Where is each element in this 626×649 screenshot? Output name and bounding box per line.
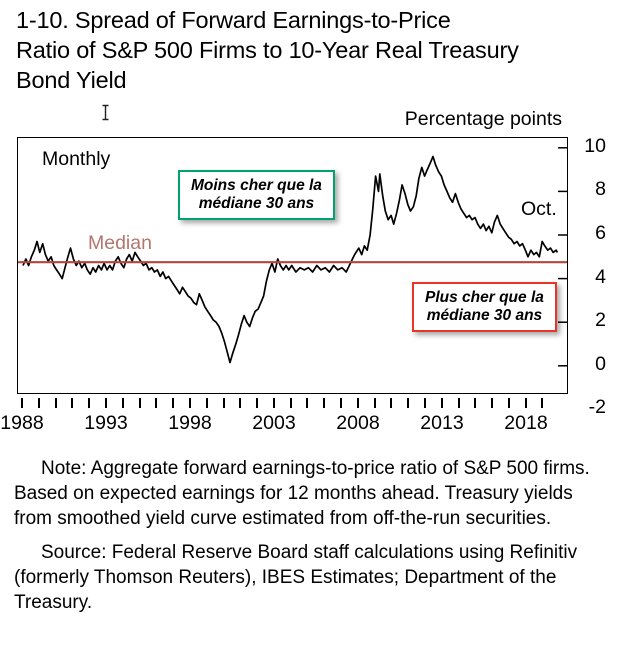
x-axis-tick xyxy=(508,398,510,408)
x-axis-label: 2003 xyxy=(252,412,296,434)
chart-title: 1-10. Spread of Forward Earnings-to-Pric… xyxy=(16,5,620,95)
x-axis-tick xyxy=(88,398,90,408)
x-axis-tick xyxy=(206,398,208,408)
x-axis-tick xyxy=(256,398,258,408)
chart-title-line-2: Ratio of S&P 500 Firms to 10-Year Real T… xyxy=(16,37,519,63)
x-axis-label: 1993 xyxy=(84,412,128,434)
annotation-richer-than-median: Plus cher que la médiane 30 ans xyxy=(412,282,557,332)
note-text: Note: Aggregate forward earnings-to-pric… xyxy=(14,458,590,529)
spread-series-line xyxy=(22,155,559,364)
x-axis-tick xyxy=(474,398,476,408)
x-axis-tick xyxy=(71,398,73,408)
x-axis-label: 1988 xyxy=(0,412,44,434)
y-axis-label: 6 xyxy=(595,222,606,244)
annotation-richer-line-2: médiane 30 ans xyxy=(426,307,543,324)
y-axis-label: 10 xyxy=(584,135,606,157)
x-axis-tick xyxy=(407,398,409,408)
plot-frame xyxy=(17,137,568,394)
text-cursor-icon xyxy=(100,104,111,121)
x-axis-tick xyxy=(239,398,241,408)
x-axis-tick xyxy=(340,398,342,408)
annotation-cheaper-line-1: Moins cher que la xyxy=(191,177,322,194)
y-axis-label: 2 xyxy=(595,309,606,331)
x-axis-label: 2013 xyxy=(420,412,464,434)
x-axis-tick xyxy=(390,398,392,408)
x-axis-tick xyxy=(21,398,23,408)
chart-title-line-3: Bond Yield xyxy=(16,67,127,93)
x-axis-tick xyxy=(55,398,57,408)
x-axis-tick xyxy=(306,398,308,408)
x-axis-tick xyxy=(357,398,359,408)
x-axis-tick xyxy=(290,398,292,408)
x-axis-tick xyxy=(155,398,157,408)
annotation-cheaper-than-median: Moins cher que la médiane 30 ans xyxy=(178,170,335,220)
x-axis-tick xyxy=(491,398,493,408)
x-axis-tick xyxy=(458,398,460,408)
x-axis-tick xyxy=(273,398,275,408)
footnotes: Note: Aggregate forward earnings-to-pric… xyxy=(14,456,615,615)
x-axis-tick xyxy=(189,398,191,408)
x-axis-tick xyxy=(223,398,225,408)
chart-plot-area xyxy=(18,147,567,367)
x-axis-label: 2018 xyxy=(504,412,548,434)
x-axis-tick xyxy=(139,398,141,408)
x-axis-tick xyxy=(441,398,443,408)
x-axis-tick xyxy=(541,398,543,408)
y-axis-label: 8 xyxy=(595,178,606,200)
axis-units-label: Percentage points xyxy=(404,108,562,130)
x-axis-tick xyxy=(172,398,174,408)
median-label: Median xyxy=(88,232,152,254)
x-axis-tick xyxy=(38,398,40,408)
x-axis-tick xyxy=(105,398,107,408)
annotation-cheaper-line-2: médiane 30 ans xyxy=(198,195,315,212)
source-text: Source: Federal Reserve Board staff calc… xyxy=(14,542,578,613)
x-axis-label: 1998 xyxy=(168,412,212,434)
x-axis-tick xyxy=(374,398,376,408)
x-axis-tick xyxy=(122,398,124,408)
frequency-label: Monthly xyxy=(42,148,111,170)
x-axis-tick xyxy=(525,398,527,408)
last-observation-label: Oct. xyxy=(521,198,557,220)
x-axis-tick xyxy=(424,398,426,408)
y-axis-label: -2 xyxy=(588,396,606,418)
y-axis-label: 0 xyxy=(595,353,606,375)
chart-title-line-1: 1-10. Spread of Forward Earnings-to-Pric… xyxy=(16,7,451,33)
y-axis-label: 4 xyxy=(595,266,606,288)
x-axis-label: 2008 xyxy=(336,412,380,434)
annotation-richer-line-1: Plus cher que la xyxy=(425,289,544,306)
x-axis-tick xyxy=(323,398,325,408)
